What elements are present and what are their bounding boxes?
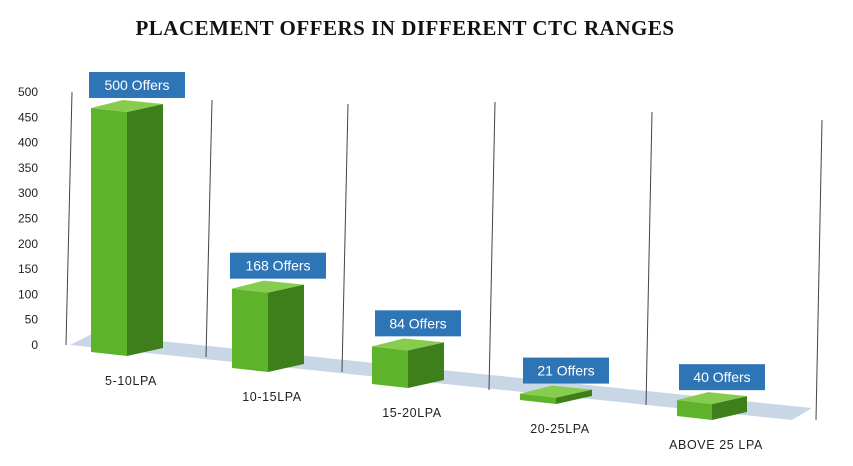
y-tick-label: 50 xyxy=(25,313,39,327)
data-label-box xyxy=(230,252,326,279)
y-tick-label: 100 xyxy=(18,287,38,301)
chart-title: PLACEMENT OFFERS IN DIFFERENT CTC RANGES xyxy=(135,16,675,40)
bar-side xyxy=(556,389,592,404)
data-label-box xyxy=(89,72,185,98)
y-tick-label: 400 xyxy=(18,136,38,150)
grid-separator xyxy=(488,101,496,391)
bar-front xyxy=(232,288,268,372)
data-label: 21 Offers xyxy=(537,363,594,379)
grid-separator xyxy=(815,119,823,421)
bar-top xyxy=(232,280,304,293)
bar-top xyxy=(677,392,747,405)
data-label-box xyxy=(523,357,609,384)
grid-separator xyxy=(65,91,73,346)
x-tick-label: ABOVE 25 LPA xyxy=(669,438,763,452)
data-label-box xyxy=(375,310,461,337)
bar-side xyxy=(268,284,304,372)
bar-side xyxy=(712,396,747,420)
bar-side xyxy=(127,104,163,356)
grid-separator xyxy=(645,111,653,406)
bar-top xyxy=(372,338,444,351)
bar-side xyxy=(408,342,444,388)
bar-top xyxy=(520,385,592,398)
bar-front xyxy=(520,393,556,404)
bar-top xyxy=(91,100,163,112)
grid-separator xyxy=(341,103,349,373)
bar-front xyxy=(372,346,408,388)
y-tick-label: 450 xyxy=(18,110,38,124)
y-tick-label: 500 xyxy=(18,85,38,99)
y-tick-label: 300 xyxy=(18,186,38,200)
x-tick-label: 5-10LPA xyxy=(105,374,157,388)
x-tick-label: 15-20LPA xyxy=(382,406,442,420)
y-tick-label: 150 xyxy=(18,262,38,276)
data-label-box xyxy=(679,364,765,391)
x-tick-label: 20-25LPA xyxy=(530,422,590,436)
data-label: 84 Offers xyxy=(389,315,446,331)
bar-front xyxy=(91,108,127,356)
x-tick-label: 10-15LPA xyxy=(242,390,302,404)
data-label: 168 Offers xyxy=(245,258,310,274)
y-tick-label: 350 xyxy=(18,161,38,175)
y-tick-label: 0 xyxy=(31,338,38,352)
bar-front xyxy=(677,400,712,420)
y-tick-label: 250 xyxy=(18,212,38,226)
data-label: 40 Offers xyxy=(693,369,750,385)
grid-separator xyxy=(205,99,213,358)
data-label: 500 Offers xyxy=(104,77,169,93)
y-tick-label: 200 xyxy=(18,237,38,251)
